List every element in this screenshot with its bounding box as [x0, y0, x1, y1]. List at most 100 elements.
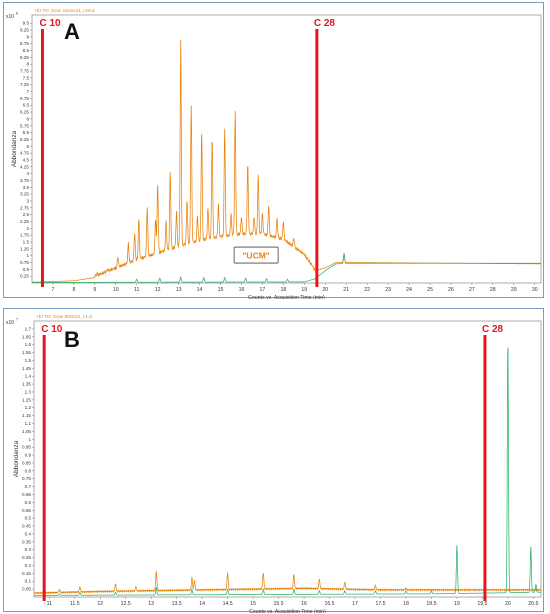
x-tick-label: 7 [52, 287, 55, 293]
y-tick-label: 5.5 [23, 130, 30, 135]
y-tick-label: 0.25 [22, 555, 31, 560]
y-tick-label: 1.15 [22, 413, 31, 418]
y-tick-label: 0.25 [20, 274, 29, 279]
y-tick-label: 3 [26, 198, 29, 203]
y-tick-label: 4 [26, 171, 29, 176]
y-tick-label: 8.5 [23, 48, 30, 53]
x-tick-label: 14 [197, 287, 203, 293]
y-tick-label: 1.35 [22, 382, 31, 387]
y-tick-label: 1.7 [25, 326, 32, 331]
y-tick-label: 0.2 [25, 563, 32, 568]
y-tick-label: 0.6 [25, 500, 32, 505]
carbon-marker-label: C 28 [314, 18, 336, 29]
y-tick-label: 0.65 [22, 492, 31, 497]
x-tick-label: 23 [385, 287, 391, 293]
y-tick-label: 9.5 [23, 21, 30, 26]
y-tick-label: 7.75 [20, 69, 29, 74]
carbon-marker-label: C 28 [482, 324, 504, 335]
x-tick-label: 24 [406, 287, 412, 293]
y-tick-label: 1.1 [25, 421, 32, 426]
x-tick-label: 19.5 [477, 601, 487, 607]
y-tick-label: 0.95 [22, 445, 31, 450]
x-axis-label: Counts vs. Acquisition Time (min) [248, 295, 325, 299]
x-tick-label: 30 [532, 287, 538, 293]
trace-title: +EI TIC Scan 11Nov21_c18.d [34, 8, 95, 13]
y-tick-label: 3.25 [20, 192, 29, 197]
plot-area [31, 14, 542, 284]
x-tick-label: 10 [113, 287, 119, 293]
chromatogram-chart-a: +EI TIC Scan 11Nov21_c18.d x10 6 Abbondanza… [6, 8, 542, 299]
y-exponent: 7 [16, 318, 18, 322]
y-tick-label: 4.75 [20, 151, 29, 156]
y-tick-label: 1 [26, 253, 29, 258]
x-tick-label: 18 [280, 287, 286, 293]
y-tick-label: 1.55 [22, 350, 31, 355]
y-tick-label: 0.5 [25, 516, 32, 521]
y-tick-label: 0.75 [20, 260, 29, 265]
y-tick-label: 8.25 [20, 55, 29, 60]
series-line-2 [32, 254, 541, 283]
y-tick-label: 8.75 [20, 41, 29, 46]
x-tick-label: 15 [250, 601, 256, 607]
x-tick-label: 12 [155, 287, 161, 293]
y-tick-label: 2.25 [20, 219, 29, 224]
y-tick-label: 0.3 [25, 547, 32, 552]
y-tick-label: 2 [26, 226, 29, 231]
y-tick-label: 7.5 [23, 75, 30, 80]
y-tick-label: 1.2 [25, 405, 32, 410]
y-tick-label: 7 [26, 89, 29, 94]
x-tick-label: 13.5 [172, 601, 182, 607]
panel-letter: A [64, 19, 80, 44]
x-tick-label: 11 [47, 601, 52, 607]
y-tick-label: 1.4 [25, 374, 32, 379]
trace-title: +EI TIC Scan 8Nov21_c1.d [36, 314, 92, 319]
y-tick-label: 0.05 [22, 587, 31, 592]
x-tick-label: 20 [322, 287, 328, 293]
y-tick-label: 0.7 [25, 484, 32, 489]
x-tick-label: 18 [403, 601, 409, 607]
x-tick-label: 17.5 [375, 601, 385, 607]
y-tick-label: 1 [28, 437, 31, 442]
x-axis-label: Counts vs. Acquisition Time (min) [249, 609, 326, 613]
y-tick-label: 6 [26, 116, 29, 121]
x-tick-label: 11 [134, 287, 139, 293]
x-tick-label: 13 [148, 601, 154, 607]
x-tick-label: 17 [352, 601, 358, 607]
y-tick-label: 9.25 [20, 28, 29, 33]
y-tick-label: 0.15 [22, 571, 31, 576]
y-tick-label: 0.1 [25, 579, 32, 584]
x-tick-label: 9 [93, 287, 96, 293]
ucm-label: "UCM" [242, 251, 269, 261]
y-tick-label: 1.5 [25, 358, 32, 363]
x-tick-label: 17 [260, 287, 266, 293]
y-axis-label: Abbondanza [11, 130, 18, 167]
x-tick-label: 26 [448, 287, 454, 293]
y-tick-label: 1.65 [22, 334, 31, 339]
x-tick-label: 14.5 [223, 601, 233, 607]
y-tick-label: 2.75 [20, 205, 29, 210]
y-tick-label: 1.5 [23, 239, 30, 244]
x-tick-label: 13 [176, 287, 182, 293]
x-tick-label: 18.5 [426, 601, 436, 607]
carbon-marker-label: C 10 [41, 324, 63, 335]
x-tick-label: 20 [505, 601, 511, 607]
x-tick-label: 14 [199, 601, 205, 607]
y-tick-label: 3.75 [20, 178, 29, 183]
x-tick-label: 12.5 [121, 601, 131, 607]
y-multiplier: x10 [6, 14, 14, 20]
series-line-1 [34, 570, 541, 595]
y-tick-label: 2.5 [23, 212, 30, 217]
y-tick-label: 0.85 [22, 460, 31, 465]
y-tick-label: 5 [26, 144, 29, 149]
y-tick-label: 6.75 [20, 96, 29, 101]
y-tick-label: 1.6 [25, 342, 32, 347]
y-tick-label: 3.5 [23, 185, 30, 190]
ucm-box [233, 246, 279, 264]
x-tick-label: 20.5 [528, 601, 538, 607]
x-tick-label: 27 [469, 287, 475, 293]
y-axis-label: Abbondanza [13, 440, 20, 477]
y-tick-label: 0.4 [25, 531, 32, 536]
y-tick-label: 0.8 [25, 468, 32, 473]
x-tick-label: 11.5 [70, 601, 80, 607]
y-tick-label: 5.75 [20, 123, 29, 128]
